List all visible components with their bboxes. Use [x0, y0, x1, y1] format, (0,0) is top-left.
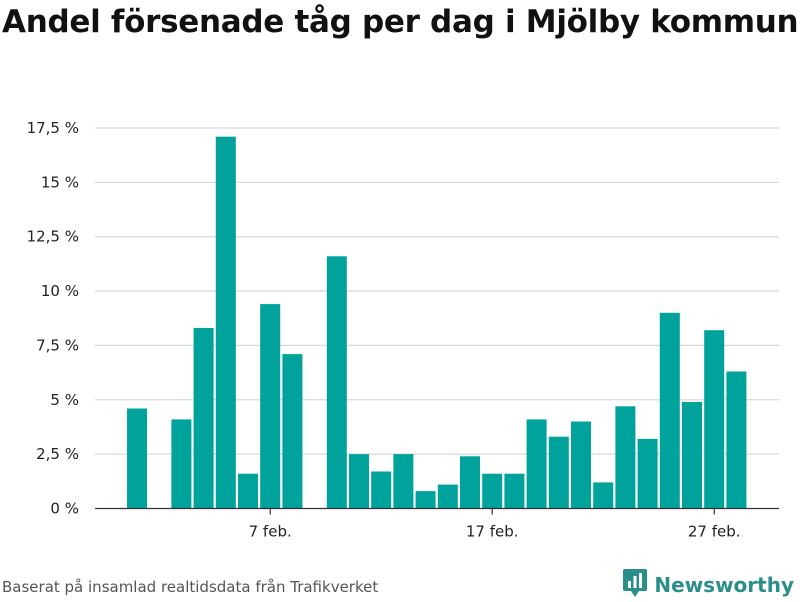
y-tick-label: 2,5 % — [36, 445, 79, 463]
bar[interactable] — [637, 438, 658, 509]
bar[interactable] — [704, 330, 725, 509]
bar[interactable] — [526, 419, 547, 509]
y-tick-label: 5 % — [50, 391, 79, 409]
bar[interactable] — [238, 473, 258, 509]
y-tick-labels: 0 % 2,5 % 5 % 7,5 % 10 % 12,5 % 15 % 17,5 % — [27, 119, 79, 518]
bar[interactable] — [415, 491, 436, 509]
y-tick-label: 15 % — [41, 173, 79, 191]
bar[interactable] — [260, 304, 281, 509]
bar[interactable] — [437, 484, 458, 509]
bar[interactable] — [282, 354, 303, 509]
bar[interactable] — [571, 421, 591, 509]
bar[interactable] — [460, 456, 480, 509]
bar[interactable] — [659, 312, 680, 509]
bar[interactable] — [504, 473, 525, 509]
y-tick-label: 7,5 % — [36, 336, 79, 354]
y-tick-label: 0 % — [50, 500, 79, 518]
bar[interactable] — [215, 136, 236, 509]
x-tick-label: 17 feb. — [466, 523, 519, 541]
bar[interactable] — [482, 473, 503, 509]
bar[interactable] — [371, 471, 392, 509]
brand-name: Newsworthy — [654, 573, 794, 597]
brand-logo[interactable]: Newsworthy — [622, 568, 794, 602]
bar[interactable] — [682, 402, 702, 509]
y-tick-label: 10 % — [41, 282, 79, 300]
source-note: Baserat på insamlad realtidsdata från Tr… — [2, 578, 379, 596]
x-tick-label: 7 feb. — [249, 523, 292, 541]
x-tick-label: 27 feb. — [688, 523, 741, 541]
bar[interactable] — [127, 408, 147, 509]
bar[interactable] — [193, 328, 214, 509]
bar[interactable] — [548, 436, 569, 509]
bar[interactable] — [393, 454, 414, 509]
chart-title: Andel försenade tåg per dag i Mjölby kom… — [2, 4, 799, 40]
x-ticks: 7 feb. 17 feb. 27 feb. — [249, 508, 741, 541]
bar[interactable] — [615, 406, 636, 509]
bar[interactable] — [171, 419, 192, 509]
bar[interactable] — [349, 454, 369, 509]
bar[interactable] — [593, 482, 614, 509]
bar[interactable] — [726, 371, 747, 509]
bars — [127, 136, 747, 509]
y-tick-label: 12,5 % — [27, 228, 79, 246]
y-tick-label: 17,5 % — [27, 119, 79, 137]
newsworthy-logo-icon — [622, 568, 648, 602]
bar[interactable] — [326, 256, 347, 509]
